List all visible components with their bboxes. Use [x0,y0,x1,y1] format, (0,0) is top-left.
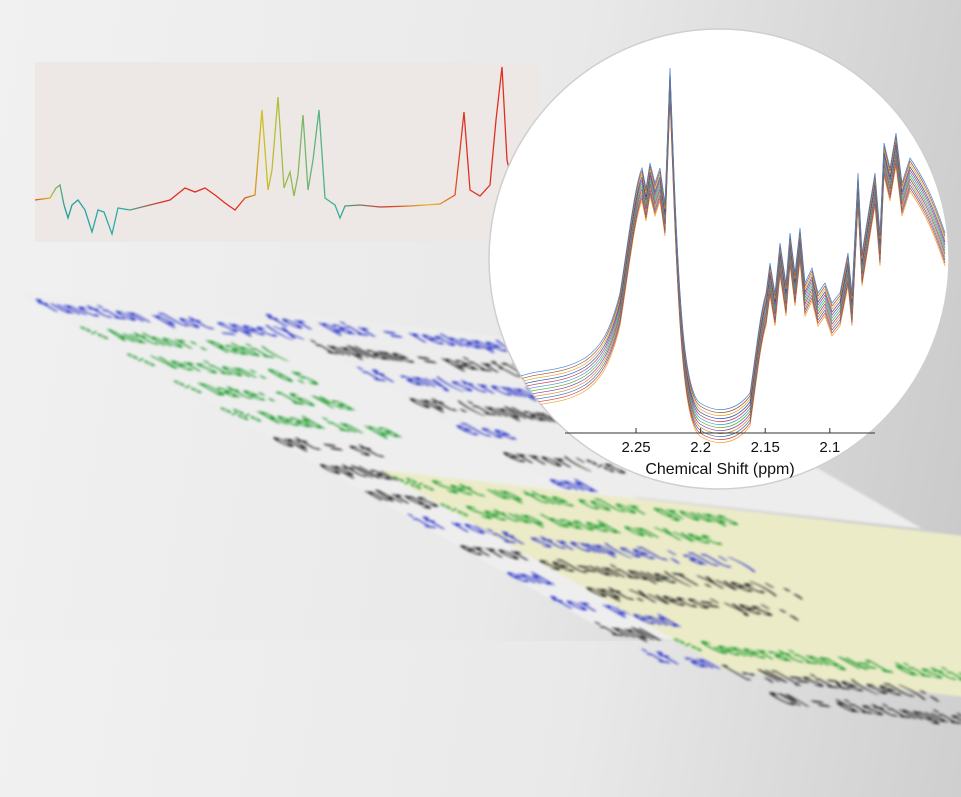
x-axis: Chemical Shift (ppm) 2.25 2.2 2.15 2.1 [565,428,875,478]
x-tick-label: 2.2 [690,439,711,456]
x-tick-label: 2.25 [621,439,650,456]
magnifier-circle [488,28,950,490]
page-body: function plot_spec(X,ppm,T,sel,varargin)… [0,0,961,755]
spectrum-panel [35,62,540,242]
illustration: Chemical Shift (ppm) 2.25 2.2 2.15 2.1 [34,28,950,490]
x-tick-label: 2.15 [751,439,780,456]
page: {"inset": {"xlabel": "Chemical Shift (pp… [0,0,961,755]
x-axis-label: Chemical Shift (ppm) [645,461,794,478]
x-tick-label: 2.1 [819,439,840,456]
spectrum-line [34,66,540,237]
